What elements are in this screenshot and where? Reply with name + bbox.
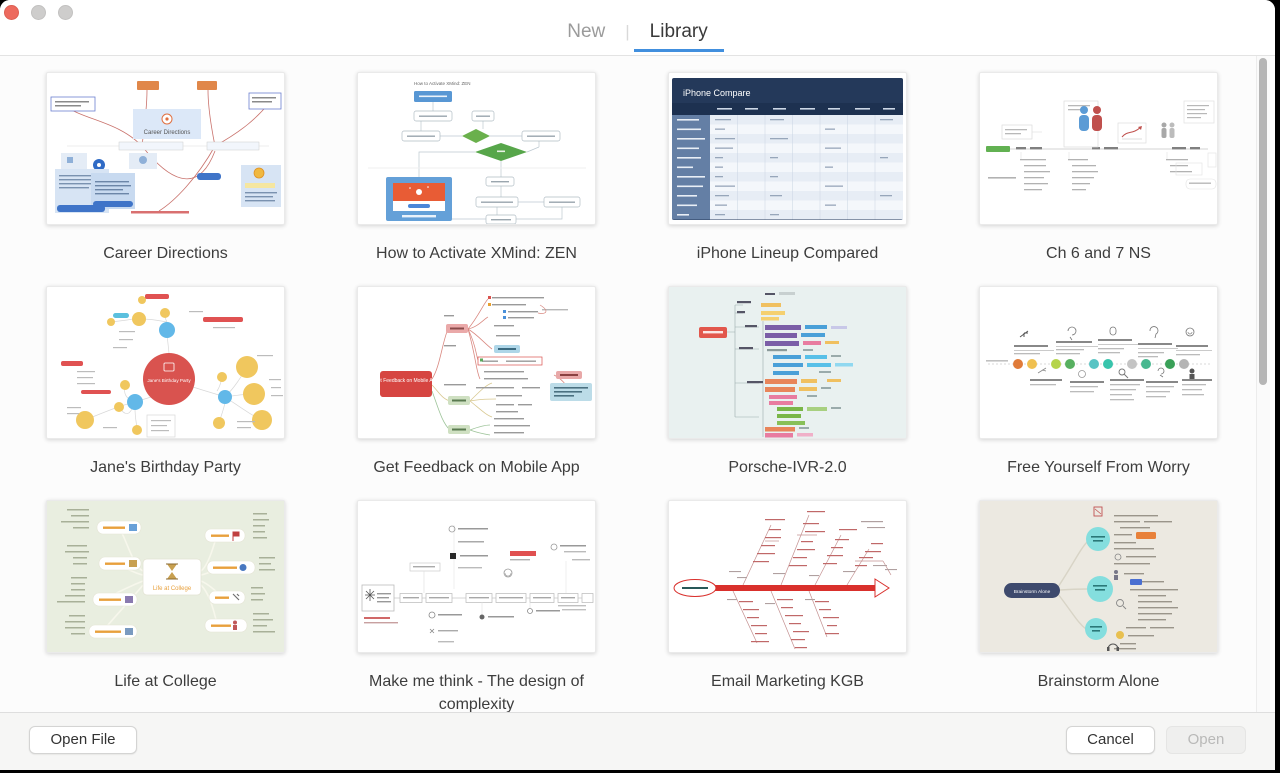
card-title: Free Yourself From Worry (1007, 459, 1190, 476)
tab-bar: New | Library (0, 20, 1275, 52)
open-file-button[interactable]: Open File (29, 726, 137, 754)
thumbnail-get-feedback-on-mobile-app[interactable]: Get Feedback on Mobile App (357, 286, 596, 439)
card-title: How to Activate XMind: ZEN (376, 245, 577, 262)
brainstorm-alone-preview: Brainstorm Alone (980, 501, 1217, 652)
card-janes-birthday-party: Jane's Birthday Party (46, 286, 285, 479)
thumbnail-make-me-think[interactable] (357, 500, 596, 653)
card-title: Ch 6 and 7 NS (1046, 245, 1151, 262)
card-title: Life at College (114, 673, 217, 690)
brainstorm-root-label: Brainstorm Alone (1014, 589, 1051, 595)
card-how-to-activate-xmind-zen: How to Activate XMind: ZEN (357, 72, 596, 265)
cancel-button[interactable]: Cancel (1066, 726, 1155, 754)
iphone-table-title: iPhone Compare (683, 88, 751, 98)
tab-library[interactable]: Library (633, 20, 724, 52)
life-at-college-center-label: Life at College (153, 586, 192, 592)
tab-new[interactable]: New (567, 21, 606, 42)
iphone-compare-preview: iPhone Compare (672, 78, 903, 220)
get-feedback-root-label: Get Feedback on Mobile App (374, 378, 439, 384)
make-me-think-preview (361, 525, 594, 643)
email-marketing-preview (673, 511, 897, 650)
thumbnail-how-to-activate-xmind-zen[interactable]: How to Activate XMind: ZEN (357, 72, 596, 225)
traffic-lights (4, 5, 73, 20)
card-make-me-think: Make me think - The design of complexity (357, 500, 596, 716)
thumbnail-ch-6-and-7-ns[interactable] (979, 72, 1218, 225)
ch6-7-preview (986, 100, 1217, 191)
open-button[interactable]: Open (1166, 726, 1246, 754)
flowchart-title: How to Activate XMind: ZEN (414, 81, 471, 86)
card-ch-6-and-7-ns: Ch 6 and 7 NS (979, 72, 1218, 265)
janes-center-label: Jane's Birthday Party (147, 378, 191, 383)
card-title: Brainstorm Alone (1037, 673, 1160, 690)
thumbnail-email-marketing-kgb[interactable] (668, 500, 907, 653)
thumbnail-iphone-lineup-compared[interactable]: iPhone Compare (668, 72, 907, 225)
card-title: Get Feedback on Mobile App (373, 459, 580, 476)
thumbnail-porsche-ivr-2-0[interactable] (668, 286, 907, 439)
minimize-window-button[interactable] (31, 5, 46, 20)
thumbnail-free-yourself-from-worry[interactable] (979, 286, 1218, 439)
card-career-directions: Career Directions (46, 72, 285, 265)
card-email-marketing-kgb: Email Marketing KGB (668, 500, 907, 716)
card-title: Career Directions (103, 245, 228, 262)
thumbnail-career-directions[interactable]: Career Directions (46, 72, 285, 225)
title-bar: New | Library (0, 0, 1275, 56)
free-yourself-preview (986, 326, 1212, 401)
card-title: Email Marketing KGB (711, 673, 864, 690)
life-at-college-preview: Life at College (47, 501, 284, 652)
card-porsche-ivr-2-0: Porsche-IVR-2.0 (668, 286, 907, 479)
card-brainstorm-alone: Brainstorm Alone (979, 500, 1218, 716)
card-iphone-lineup-compared: iPhone Compare (668, 72, 907, 265)
template-grid: Career Directions (0, 56, 1262, 716)
career-directions-center-label: Career Directions (144, 130, 191, 136)
scrollbar-track[interactable] (1256, 56, 1270, 712)
porsche-ivr-preview (669, 287, 906, 438)
card-title: iPhone Lineup Compared (696, 245, 879, 262)
footer-bar: Open File Cancel Open (0, 712, 1275, 770)
card-life-at-college: Life at College (46, 500, 285, 716)
card-get-feedback-on-mobile-app: Get Feedback on Mobile App (357, 286, 596, 479)
thumbnail-janes-birthday-party[interactable]: Jane's Birthday Party (46, 286, 285, 439)
library-grid-area: Career Directions (0, 56, 1262, 770)
get-feedback-preview: Get Feedback on Mobile App (374, 296, 592, 436)
scrollbar-thumb[interactable] (1259, 58, 1267, 385)
tab-separator: | (625, 22, 630, 41)
card-title: Porsche-IVR-2.0 (728, 459, 847, 476)
career-directions-preview: Career Directions (50, 81, 282, 214)
close-window-button[interactable] (4, 5, 19, 20)
how-to-activate-preview: How to Activate XMind: ZEN (368, 81, 586, 224)
thumbnail-brainstorm-alone[interactable]: Brainstorm Alone (979, 500, 1218, 653)
card-free-yourself-from-worry: Free Yourself From Worry (979, 286, 1218, 479)
thumbnail-life-at-college[interactable]: Life at College (46, 500, 285, 653)
card-title: Jane's Birthday Party (90, 459, 241, 476)
zoom-window-button[interactable] (58, 5, 73, 20)
janes-birthday-preview: Jane's Birthday Party (61, 294, 283, 438)
card-title: Make me think - The design of complexity (369, 673, 584, 713)
